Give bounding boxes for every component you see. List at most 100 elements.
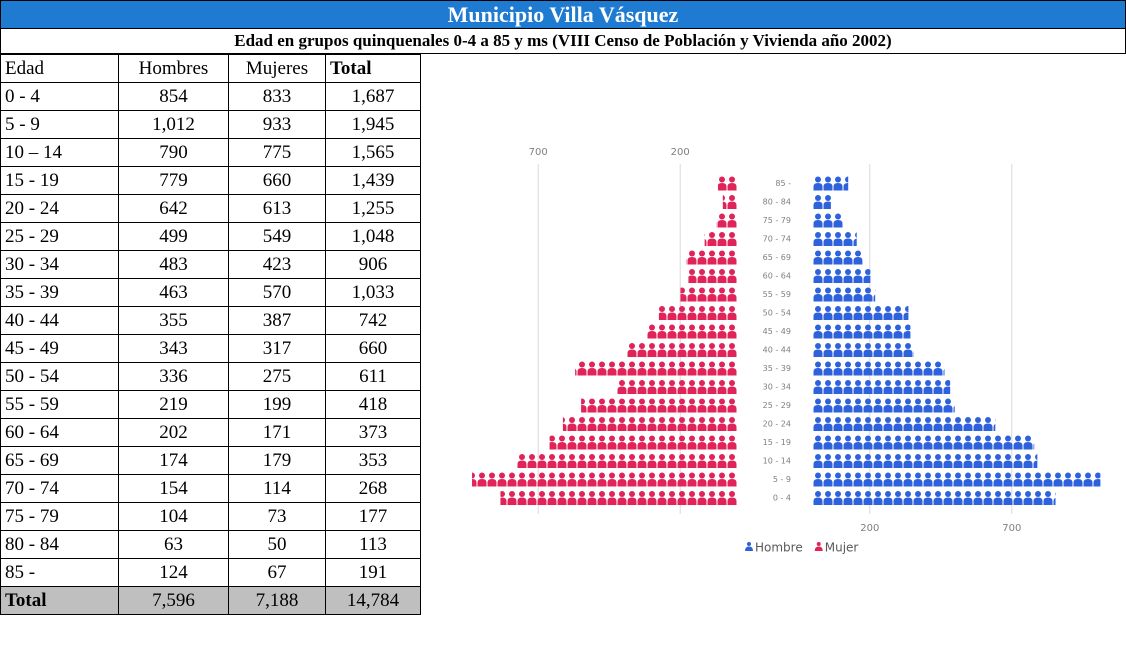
bar (813, 269, 871, 283)
table-cell: 933 (228, 110, 326, 139)
table-cell: 779 (118, 166, 229, 195)
table-cell: 80 - 84 (0, 530, 119, 559)
bar (616, 380, 737, 394)
table-cell: 1,565 (325, 138, 421, 167)
table-cell: 20 - 24 (0, 194, 119, 223)
table-cell: 775 (228, 138, 326, 167)
bar (716, 213, 737, 228)
table-cell: 25 - 29 (0, 222, 119, 251)
table-cell: 1,048 (325, 222, 421, 251)
category-label: 35 - 39 (763, 364, 791, 373)
table-cell: 613 (228, 194, 326, 223)
category-label: 15 - 19 (763, 438, 791, 447)
table-cell: 35 - 39 (0, 278, 119, 307)
bar (813, 361, 945, 376)
table-cell: 906 (325, 250, 421, 279)
table-row: 40 - 44 355 387 742 (0, 306, 421, 335)
table-row: 10 – 14 790 775 1,565 (0, 138, 421, 167)
category-label: 85 - (775, 179, 791, 188)
table-row: 60 - 64 202 171 373 (0, 418, 421, 447)
table-cell: 268 (325, 474, 421, 503)
table-cell: 45 - 49 (0, 334, 119, 363)
bar (813, 343, 914, 357)
table-cell: 199 (228, 390, 326, 419)
table-cell: 191 (325, 558, 421, 587)
bar (516, 454, 737, 468)
category-label: 60 - 64 (763, 272, 791, 281)
table-cell: 611 (325, 362, 421, 391)
bar (813, 287, 876, 302)
table-cell: 5 - 9 (0, 110, 119, 139)
table-cell: 104 (118, 502, 229, 531)
table-cell: 463 (118, 278, 229, 307)
legend-label: Hombre (755, 541, 803, 555)
x-tick-label: 700 (1002, 523, 1021, 534)
x-tick-label: 200 (671, 147, 690, 158)
bar (688, 269, 737, 283)
category-label: 0 - 4 (773, 494, 791, 503)
bar (813, 195, 831, 209)
table-cell: 174 (118, 446, 229, 475)
category-label: 40 - 44 (763, 346, 791, 355)
table-cell: 483 (118, 250, 229, 279)
bar (646, 324, 737, 339)
legend-marker (745, 546, 753, 551)
category-label: 55 - 59 (763, 290, 791, 299)
table-cell: 15 - 19 (0, 166, 119, 195)
bar (813, 232, 857, 246)
bar (813, 435, 1035, 450)
table-cell: 373 (325, 418, 421, 447)
table-cell: 65 - 69 (0, 446, 119, 475)
table-row: 30 - 34 483 423 906 (0, 250, 421, 279)
table-cell: 171 (228, 418, 326, 447)
bar (722, 195, 737, 209)
table-cell: 833 (228, 82, 326, 111)
bar (575, 361, 737, 376)
table-cell: 154 (118, 474, 229, 503)
bar (500, 491, 737, 505)
category-label: 25 - 29 (763, 401, 791, 410)
table-cell: Total (0, 586, 119, 615)
legend-item: Mujer (814, 541, 858, 555)
table-cell: 642 (118, 194, 229, 223)
category-label: 75 - 79 (763, 216, 791, 225)
table-cell: Total (325, 54, 421, 83)
subtitle: Edad en grupos quinquenales 0-4 a 85 y m… (0, 28, 1126, 54)
table-cell: 317 (228, 334, 326, 363)
table-cell: 0 - 4 (0, 82, 119, 111)
bar (472, 472, 737, 487)
table-row: 80 - 84 63 50 113 (0, 530, 421, 559)
table-row: 70 - 74 154 114 268 (0, 474, 421, 503)
table-cell: 202 (118, 418, 229, 447)
bar (581, 398, 737, 413)
table-cell: 1,945 (325, 110, 421, 139)
bar (813, 324, 911, 339)
table-cell: 1,255 (325, 194, 421, 223)
table-cell: 179 (228, 446, 326, 475)
table-row: 45 - 49 343 317 660 (0, 334, 421, 363)
table-cell: 1,687 (325, 82, 421, 111)
table-cell: 336 (118, 362, 229, 391)
table-cell: 73 (228, 502, 326, 531)
table-cell: 124 (118, 558, 229, 587)
table-cell: 1,012 (118, 110, 229, 139)
category-label: 30 - 34 (763, 383, 791, 392)
chart: 200 200 700 700 0 - 4 5 - 9 10 - 14 15 - 19 20 -… (472, 147, 1101, 555)
table-cell: 1,033 (325, 278, 421, 307)
table-cell: 40 - 44 (0, 306, 119, 335)
table-cell: 790 (118, 138, 229, 167)
table-cell: 660 (228, 166, 326, 195)
table-cell: 275 (228, 362, 326, 391)
table-cell: 854 (118, 82, 229, 111)
legend-item: Hombre (745, 541, 803, 555)
bar (658, 306, 737, 320)
legend-marker (747, 542, 751, 546)
table-cell: 742 (325, 306, 421, 335)
table-cell: Edad (0, 54, 119, 83)
table-row: 0 - 4 854 833 1,687 (0, 82, 421, 111)
table-cell: 10 – 14 (0, 138, 119, 167)
table-cell: 219 (118, 390, 229, 419)
category-label: 45 - 49 (763, 327, 791, 336)
category-label: 70 - 74 (763, 235, 791, 244)
